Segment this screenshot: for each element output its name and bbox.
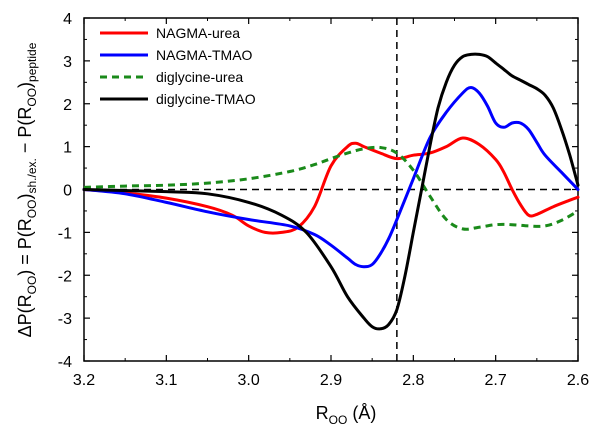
y-tick-labels: 4 3 2 1 0 -1 -2 -3 -4	[58, 11, 72, 371]
series-line-nagma-tmao	[82, 86, 580, 269]
y-axis-label: ΔP(ROO) = P(ROO)sh./ex. − P(ROO)peptide	[15, 42, 39, 337]
legend-label-diglycine-tmao: diglycine-TMAO	[156, 91, 256, 107]
x-tick-label: 3.2	[73, 372, 95, 389]
x-axis-label: ROO (Å)	[316, 403, 377, 427]
reference-lines	[84, 18, 578, 361]
y-tick-label: 0	[63, 183, 72, 200]
x-tick-label: 2.9	[320, 372, 342, 389]
series-line-nagma-urea	[82, 136, 580, 235]
x-tick-labels: 3.2 3.1 3.0 2.9 2.8 2.7 2.6	[73, 372, 589, 389]
y-tick-label: 2	[63, 97, 72, 114]
y-tick-label: -2	[58, 268, 72, 285]
y-tick-label: 1	[63, 140, 72, 157]
x-tick-label: 2.6	[567, 372, 589, 389]
y-tick-label: 4	[63, 11, 72, 28]
legend: NAGMA-urea NAGMA-TMAO diglycine-urea diglyc…	[100, 25, 256, 107]
y-tick-label: -1	[58, 225, 72, 242]
y-tick-label: -3	[58, 311, 72, 328]
x-tick-label: 2.7	[485, 372, 507, 389]
series-line-diglycine-tmao	[82, 52, 580, 331]
series-line-diglycine-urea	[83, 145, 579, 231]
x-tick-label: 3.1	[155, 372, 177, 389]
series-lines	[82, 52, 580, 331]
legend-label-diglycine-urea: diglycine-urea	[156, 69, 243, 85]
x-tick-label: 2.8	[402, 372, 424, 389]
y-tick-label: 3	[63, 54, 72, 71]
legend-label-nagma-urea: NAGMA-urea	[156, 25, 240, 41]
y-tick-label: -4	[58, 354, 72, 371]
legend-label-nagma-tmao: NAGMA-TMAO	[156, 47, 253, 63]
x-tick-label: 3.0	[238, 372, 260, 389]
